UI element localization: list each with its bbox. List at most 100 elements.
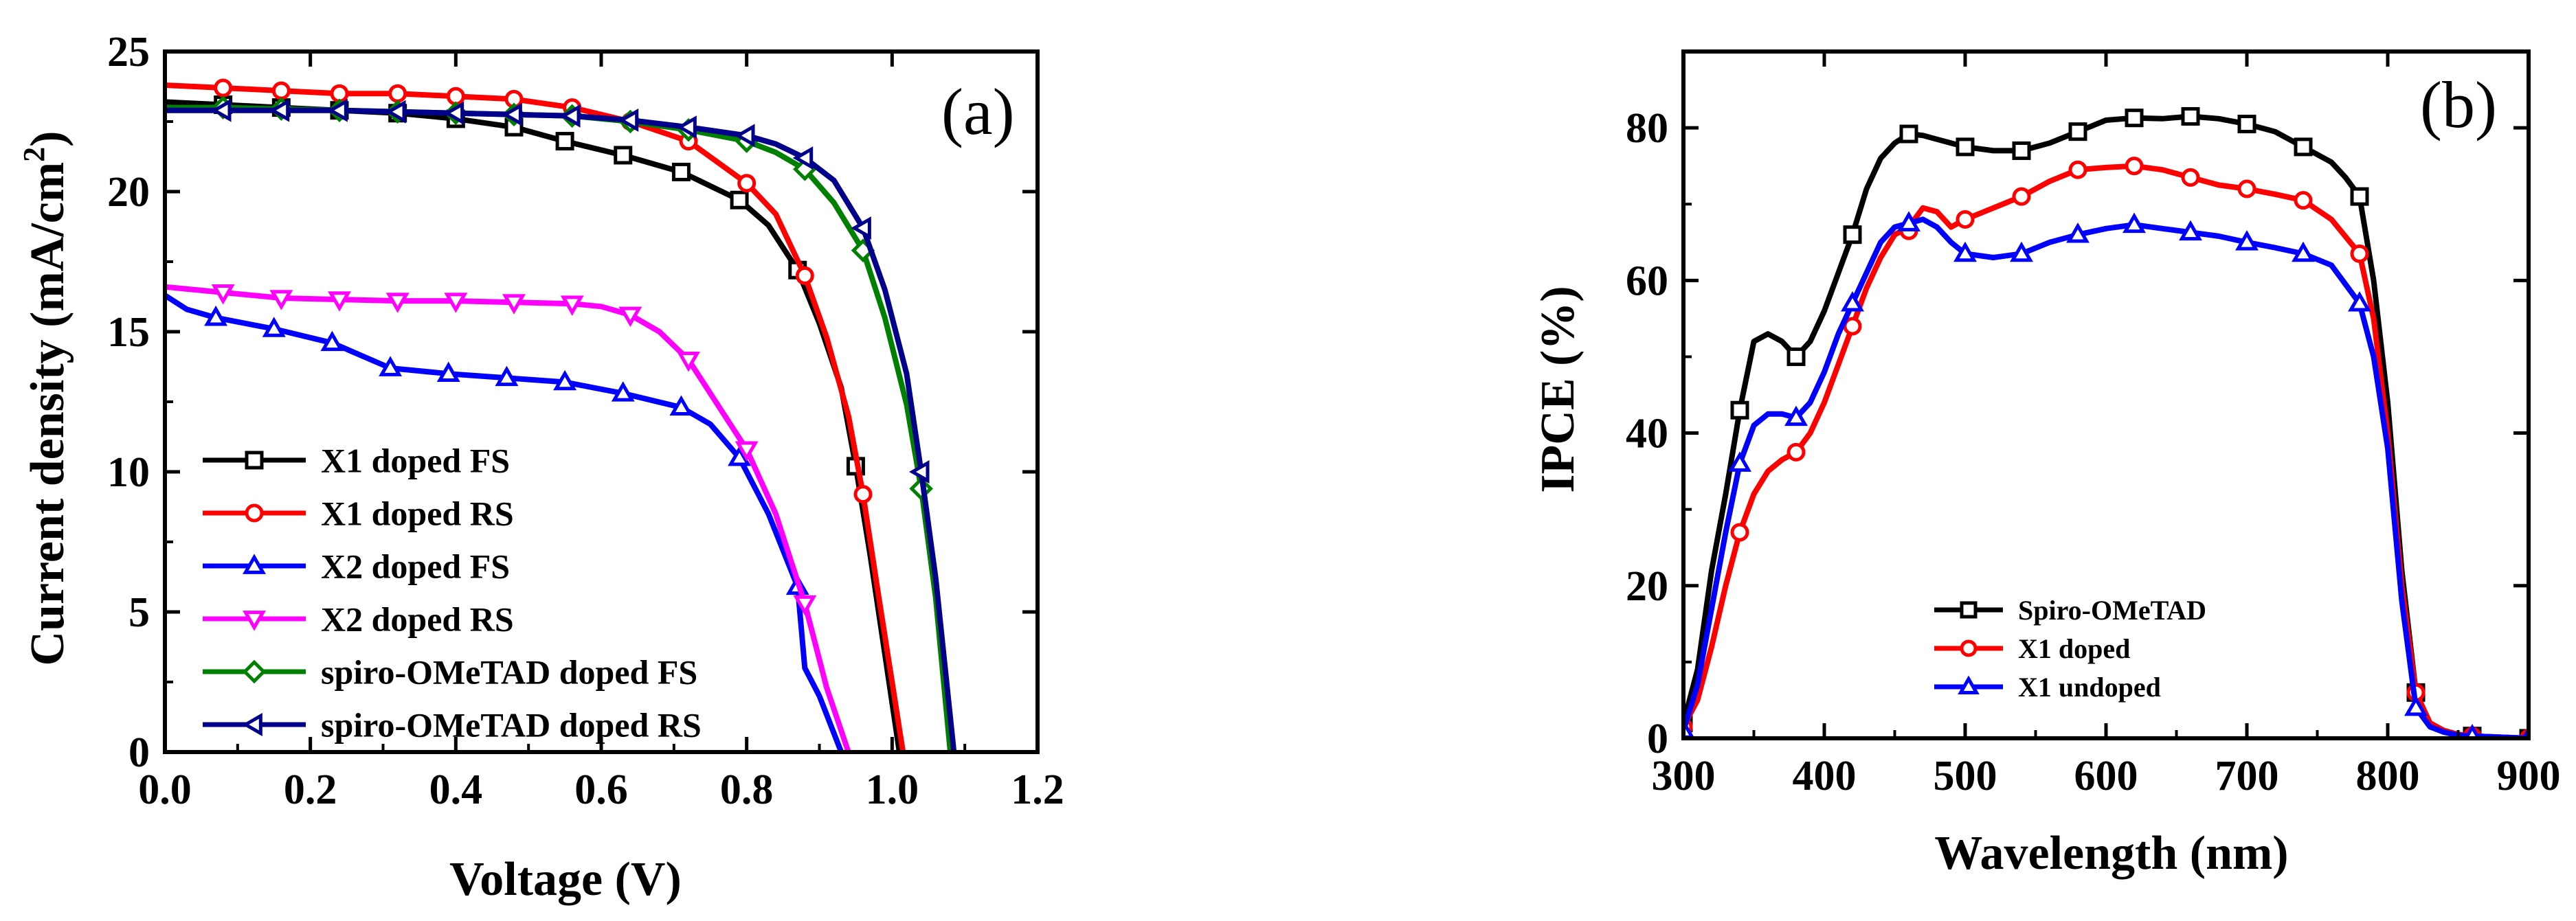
chart-a-data-point (211, 98, 232, 122)
chart-a-data-point (618, 306, 642, 328)
chart-a-data-point (444, 293, 468, 313)
chart-b-legend-marker (1960, 601, 1978, 619)
chart-a-y-axis-title-close: ) (21, 131, 74, 147)
chart-a-x-tick-label: 0.8 (720, 766, 774, 813)
chart-a-series-line (165, 284, 851, 752)
chart-b-series-line (1683, 216, 2529, 738)
chart-a-data-point (495, 365, 519, 387)
chart-a-legend: X1 doped FS X1 doped RS X2 doped FS X2 dope… (203, 442, 702, 744)
chart-b-data-point (1784, 405, 1808, 427)
chart-b-data-point (1956, 209, 1975, 229)
chart-b-axes: 300 400 500 600 700 800 900 0 20 40 60 80 (1626, 49, 2561, 799)
chart-a-y-tick-label: 10 (107, 449, 150, 496)
chart-a-y-tick-label: 25 (107, 29, 150, 76)
chart-a-series-line (165, 107, 957, 752)
chart-b-data-point (2348, 291, 2371, 312)
chart-a-legend-marker (242, 659, 267, 684)
chart-a-legend-item: X1 doped FS (203, 442, 510, 480)
chart-b-x-tick-label: 800 (2356, 753, 2420, 799)
chart-a-data-point (214, 78, 233, 98)
chart-b-legend-label: Spiro-OMeTAD (2018, 595, 2206, 626)
chart-a-data-point (728, 445, 752, 466)
chart-a-x-tick-label: 0.2 (284, 766, 337, 813)
chart-b-data-point (2463, 724, 2481, 738)
chart-b-data-point (2294, 191, 2313, 210)
chart-b-data-point (2179, 220, 2202, 241)
chart-a-data-point (730, 190, 749, 209)
chart-b-data-point (2235, 230, 2259, 251)
chart-b-data-point (1787, 442, 1806, 462)
chart-a-data-point (669, 395, 693, 416)
chart-a-data-point (211, 284, 235, 305)
chart-b-data-point (1841, 291, 1864, 312)
chart-a-data-point (611, 381, 635, 402)
chart-a-data-point (618, 108, 639, 132)
chart-a-data-point (436, 361, 460, 383)
chart-a-data-point (671, 162, 691, 181)
chart-a-x-axis-title: Voltage (V) (449, 853, 682, 906)
chart-a-data-point (388, 84, 407, 103)
chart-a-series-layer (165, 78, 957, 752)
chart-a-data-point (502, 294, 526, 315)
chart-b-data-point (2237, 115, 2256, 134)
chart-a-legend-label: X1 doped FS (321, 442, 510, 480)
chart-a-x-tick-label: 0.0 (138, 766, 192, 813)
chart-a-data-point (677, 351, 700, 372)
chart-a-y-axis-title: Current density (mA/cm2) (17, 131, 74, 666)
chart-a-data-point (328, 291, 351, 312)
chart-a-axes: 0.0 0.2 0.4 0.6 0.8 1.0 1.2 0 5 10 15 20 25 (107, 29, 1064, 813)
chart-b-y-tick-label: 60 (1626, 258, 1668, 304)
chart-b-x-tick-label: 600 (2074, 753, 2138, 799)
chart-a-data-point (555, 132, 574, 151)
chart-a-data-point (271, 81, 291, 100)
chart-b-data-point (2125, 157, 2144, 176)
chart-a-data-point (320, 330, 344, 352)
chart-b-data-point (1953, 241, 1977, 262)
chart-b-data-point (2123, 212, 2146, 234)
chart-b-data-point (1730, 523, 1749, 542)
chart-b-legend-item: X1 undoped (1934, 672, 2161, 703)
chart-b-series-2 (1683, 211, 2529, 738)
chart-a-data-point (269, 290, 293, 310)
chart-a-data-point (379, 356, 403, 376)
chart-a-data-point (269, 98, 290, 122)
chart-a-y-tick-label: 15 (107, 309, 150, 356)
chart-b-legend-label: X1 doped (2018, 633, 2130, 664)
chart-a-data-point (502, 102, 522, 126)
chart-a-legend-marker (245, 451, 264, 470)
chart-b-legend-label: X1 undoped (2018, 672, 2161, 703)
chart-b-x-tick-label: 900 (2497, 753, 2561, 799)
chart-b-data-point (2237, 179, 2256, 198)
chart-a-y-tick-label: 0 (128, 729, 150, 776)
chart-a-legend-marker (243, 554, 266, 574)
chart-a-data-point (385, 100, 406, 124)
chart-a-data-point (793, 595, 817, 616)
chart-b-data-point (2068, 122, 2087, 141)
chart-b-data-point (1787, 347, 1806, 366)
chart-b-legend-item: Spiro-OMeTAD (1934, 595, 2206, 626)
chart-b-data-point (2125, 109, 2144, 128)
chart-b-data-point (2350, 244, 2369, 263)
chart-b-data-point (1897, 211, 1920, 231)
chart-a-legend-marker (245, 503, 264, 523)
chart-b-x-tick-label: 300 (1652, 753, 1716, 799)
chart-a-y-axis-title-sup: 2 (17, 147, 51, 162)
chart-a-legend-item: spiro-OMeTAD doped FS (203, 653, 697, 692)
chart-a-legend-label: spiro-OMeTAD doped RS (321, 706, 702, 744)
chart-a-panel-label: (a) (941, 75, 1015, 148)
chart-b-x-axis-title: Wavelength (nm) (1934, 827, 2288, 880)
chart-b-data-point (1843, 225, 1862, 245)
chart-a-legend-marker (242, 713, 262, 736)
chart-a-data-point (792, 146, 814, 170)
chart-b-x-tick-label: 700 (2215, 753, 2279, 799)
chart-a-legend-marker (243, 611, 266, 631)
chart-a-data-point (553, 369, 577, 391)
chart-a-legend-item: X2 doped FS (203, 547, 510, 586)
chart-a-x-tick-label: 0.6 (574, 766, 628, 813)
chart-a-data-point (909, 460, 930, 484)
chart-a-legend-label: X2 doped RS (321, 600, 514, 639)
chart-b-data-point (2012, 187, 2031, 206)
chart-b-series-1 (1683, 157, 2529, 738)
chart-a-series-5 (165, 98, 957, 752)
